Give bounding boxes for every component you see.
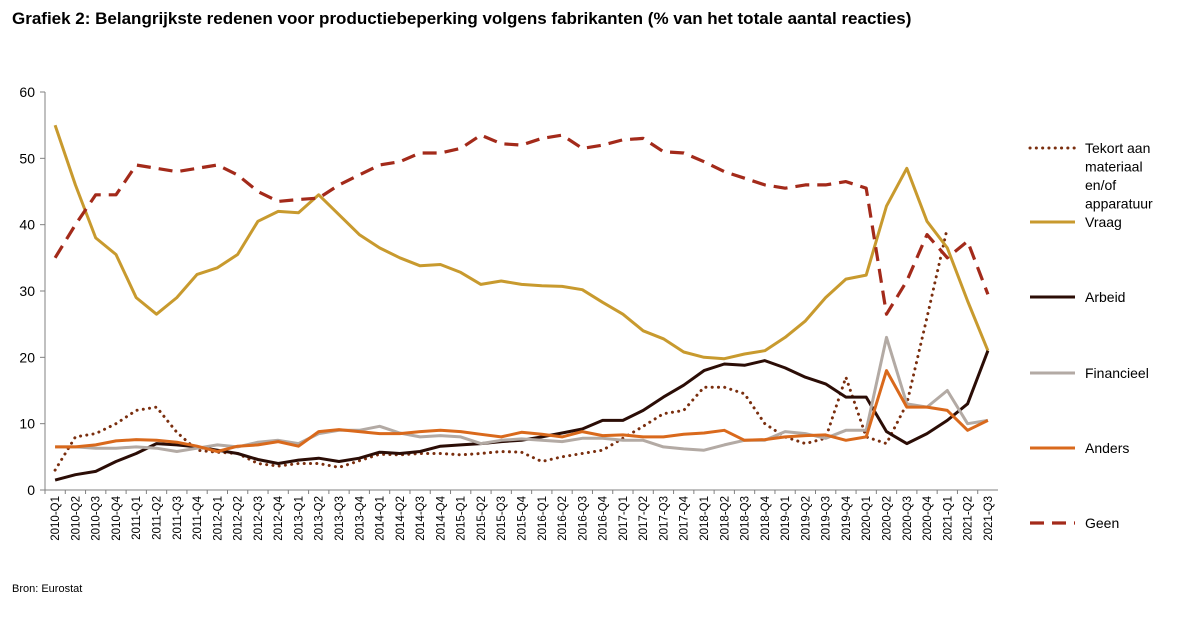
legend-label-tekort: Tekort aan materiaal en/of apparatuur — [1085, 140, 1153, 212]
y-tick-label: 60 — [19, 84, 35, 100]
series-line-vraag — [53, 124, 990, 361]
x-tick-label: 2016-Q4 — [598, 495, 610, 540]
x-tick-label: 2018-Q1 — [699, 496, 711, 541]
chart-title: Grafiek 2: Belangrijkste redenen voor pr… — [12, 9, 912, 28]
x-tick-label: 2014-Q1 — [375, 496, 387, 541]
x-tick-label: 2013-Q2 — [314, 496, 326, 541]
x-tick-label: 2015-Q3 — [496, 496, 508, 541]
legend-label-anders: Anders — [1085, 440, 1129, 456]
x-tick-label: 2017-Q2 — [638, 496, 650, 541]
x-tick-label: 2020-Q1 — [861, 496, 873, 541]
x-tick-label: 2011-Q3 — [172, 496, 184, 540]
legend-label-geen: Geen — [1085, 515, 1119, 531]
x-tick-label: 2014-Q3 — [415, 496, 427, 541]
x-tick-label: 2013-Q3 — [334, 496, 346, 541]
series-line-geen — [53, 133, 990, 316]
x-tick-label: 2018-Q3 — [740, 496, 752, 541]
y-tick-label: 30 — [19, 283, 35, 299]
legend-label-financieel: Financieel — [1085, 365, 1149, 381]
series-line-arbeid — [54, 350, 990, 482]
x-tick-label: 2010-Q3 — [91, 496, 103, 541]
x-tick-label: 2014-Q4 — [435, 495, 447, 540]
x-tick-label: 2018-Q2 — [719, 496, 731, 541]
x-tick-label: 2020-Q2 — [881, 496, 893, 541]
legend-label-arbeid: Arbeid — [1085, 289, 1125, 305]
x-tick-label: 2020-Q3 — [902, 496, 914, 541]
source-note: Bron: Eurostat — [12, 583, 83, 595]
x-tick-label: 2016-Q2 — [557, 496, 569, 541]
x-tick-label: 2019-Q2 — [800, 496, 812, 541]
x-tick-label: 2016-Q1 — [537, 496, 549, 541]
x-tick-label: 2017-Q3 — [658, 496, 670, 541]
x-tick-label: 2021-Q3 — [983, 496, 995, 541]
x-tick-label: 2021-Q2 — [963, 496, 975, 541]
y-tick-label: 0 — [27, 482, 35, 498]
y-tick-label: 10 — [19, 416, 35, 432]
x-tick-label: 2016-Q3 — [577, 496, 589, 541]
x-tick-label: 2013-Q4 — [354, 495, 366, 540]
series-line-tekort — [53, 226, 949, 472]
series-line-anders — [55, 369, 989, 453]
y-tick-label: 20 — [19, 349, 35, 365]
x-tick-label: 2014-Q2 — [395, 496, 407, 541]
legend-label-vraag: Vraag — [1085, 214, 1122, 230]
x-tick-label: 2017-Q4 — [679, 495, 691, 540]
x-tick-label: 2021-Q1 — [942, 496, 954, 541]
x-tick-label: 2011-Q1 — [131, 496, 143, 540]
x-tick-label: 2011-Q4 — [192, 495, 204, 540]
x-tick-label: 2019-Q4 — [841, 495, 853, 540]
y-tick-label: 40 — [19, 217, 35, 233]
x-tick-label: 2012-Q2 — [233, 496, 245, 541]
x-tick-label: 2012-Q1 — [212, 496, 224, 541]
x-tick-label: 2019-Q1 — [780, 496, 792, 541]
x-tick-label: 2018-Q4 — [760, 495, 772, 540]
x-tick-label: 2019-Q3 — [821, 496, 833, 541]
x-tick-label: 2012-Q4 — [273, 495, 285, 540]
x-tick-label: 2015-Q2 — [476, 496, 488, 541]
x-tick-label: 2012-Q3 — [253, 496, 265, 541]
x-tick-label: 2017-Q1 — [618, 496, 630, 541]
y-tick-label: 50 — [19, 150, 35, 166]
x-tick-label: 2015-Q1 — [456, 496, 468, 541]
x-tick-label: 2010-Q2 — [70, 496, 82, 541]
x-tick-label: 2013-Q1 — [293, 496, 305, 541]
x-tick-label: 2010-Q4 — [111, 495, 123, 540]
x-tick-label: 2020-Q4 — [922, 495, 934, 540]
x-tick-label: 2011-Q2 — [152, 496, 164, 540]
x-tick-label: 2015-Q4 — [517, 495, 529, 540]
series-line-financieel — [55, 335, 989, 453]
x-tick-label: 2010-Q1 — [50, 496, 62, 541]
